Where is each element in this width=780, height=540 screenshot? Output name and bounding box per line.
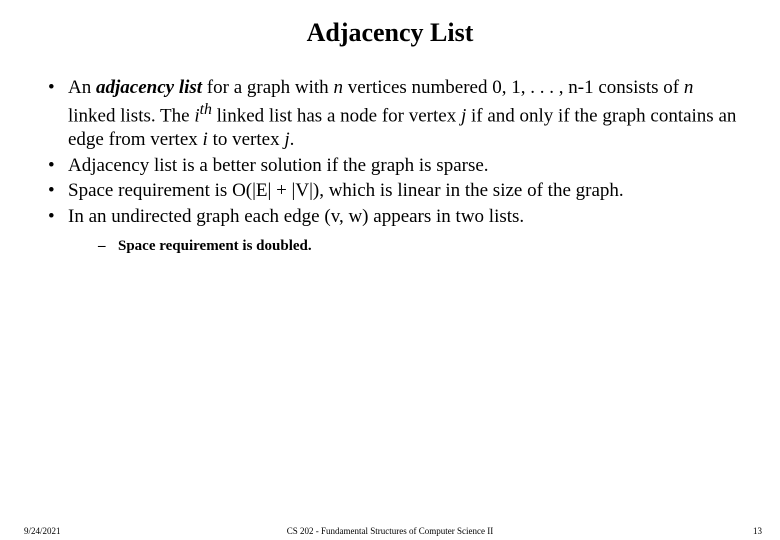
text-fragment: linked lists. The: [68, 105, 194, 126]
bullet-text: Space requirement is O(|E| + |V|), which…: [68, 180, 624, 201]
sub-bullet-item: Space requirement is doubled.: [98, 237, 740, 257]
slide-title: Adjacency List: [40, 18, 740, 48]
text-fragment: linked list has a node for vertex: [212, 105, 461, 126]
var-n: n: [333, 77, 343, 98]
text-fragment: vertices numbered 0, 1, . . . , n-1 cons…: [343, 77, 684, 98]
bullet-item: In an undirected graph each edge (v, w) …: [40, 205, 740, 256]
text-fragment: An: [68, 77, 96, 98]
bullet-text: In an undirected graph each edge (v, w) …: [68, 206, 524, 227]
sub-bullet-list: Space requirement is doubled.: [68, 237, 740, 257]
text-fragment: to vertex: [208, 129, 285, 150]
superscript-th: th: [200, 101, 212, 118]
sub-bullet-text: Space requirement is doubled.: [118, 238, 312, 254]
footer-course: CS 202 - Fundamental Structures of Compu…: [0, 526, 780, 536]
term-adjacency-list: adjacency list: [96, 77, 202, 98]
bullet-text: Adjacency list is a better solution if t…: [68, 155, 489, 176]
slide: Adjacency List An adjacency list for a g…: [0, 0, 780, 540]
text-fragment: .: [290, 129, 295, 150]
bullet-item: An adjacency list for a graph with n ver…: [40, 76, 740, 152]
bullet-item: Space requirement is O(|E| + |V|), which…: [40, 179, 740, 203]
var-n: n: [684, 77, 694, 98]
bullet-list: An adjacency list for a graph with n ver…: [40, 76, 740, 256]
bullet-item: Adjacency list is a better solution if t…: [40, 154, 740, 178]
footer-page-number: 13: [753, 526, 762, 536]
text-fragment: for a graph with: [202, 77, 333, 98]
